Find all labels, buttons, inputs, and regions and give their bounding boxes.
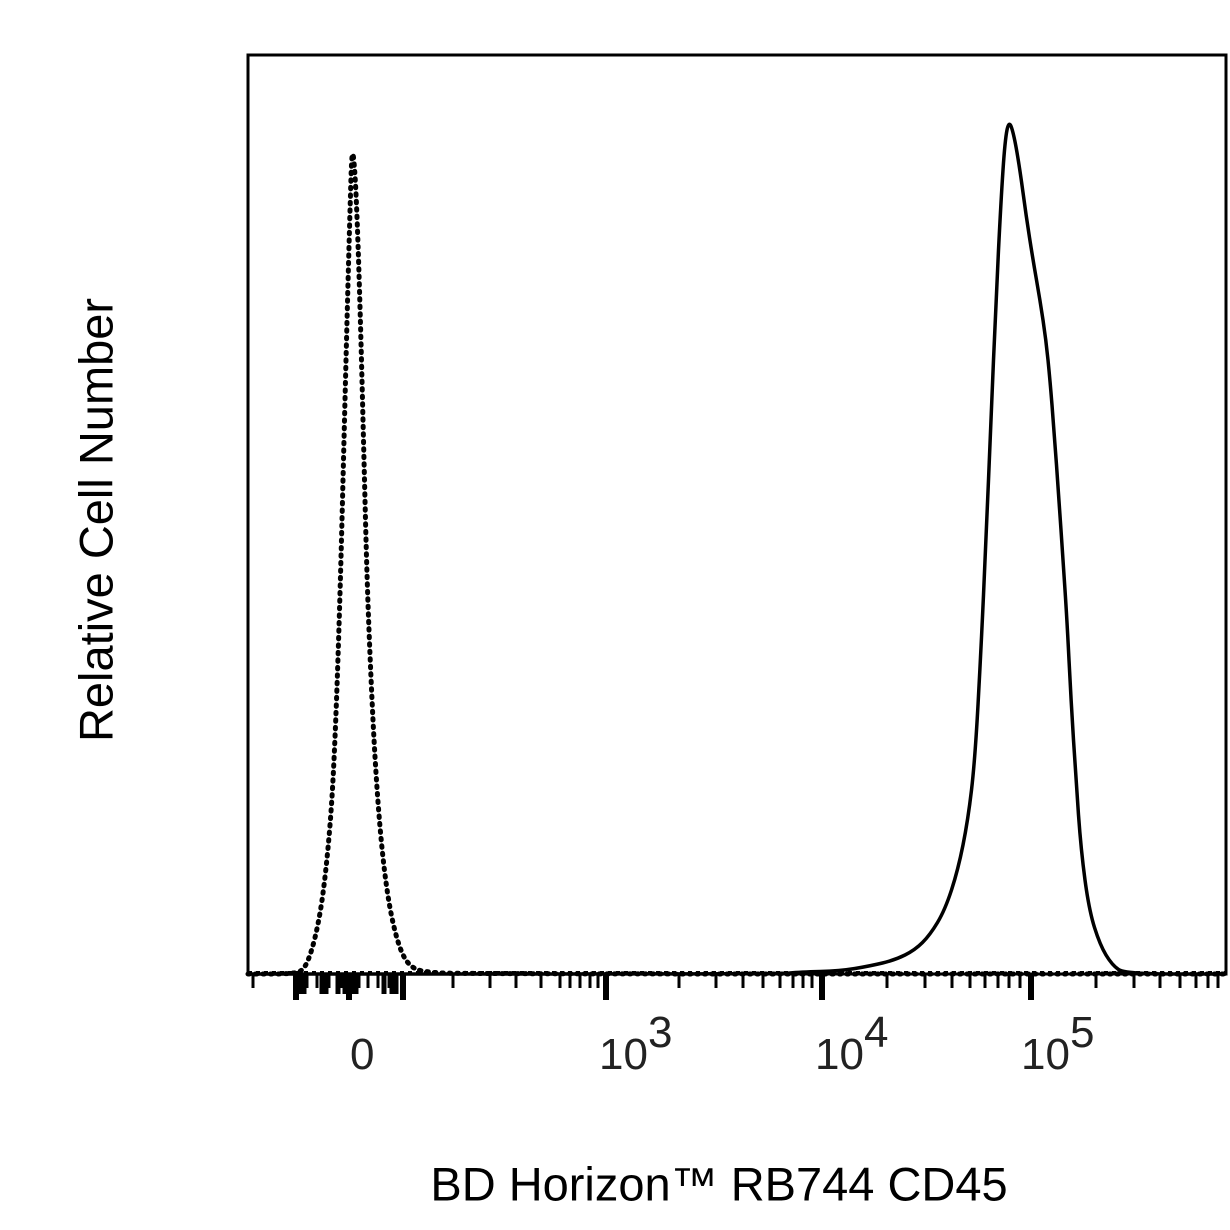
x-tick-label-10e4: 104	[815, 1008, 889, 1079]
x-axis-ticks	[251, 974, 1220, 1000]
x-tick-label-0: 0	[350, 1030, 375, 1079]
isotype-control-curve	[245, 151, 1229, 977]
y-axis-label: Relative Cell Number	[69, 297, 123, 743]
x-tick-label-10e3: 103	[599, 1008, 673, 1079]
x-tick-label-10e5: 105	[1021, 1008, 1095, 1079]
x-axis-label: BD Horizon™ RB744 CD45	[430, 1157, 1008, 1211]
cd45-stained-curve	[247, 122, 1226, 976]
